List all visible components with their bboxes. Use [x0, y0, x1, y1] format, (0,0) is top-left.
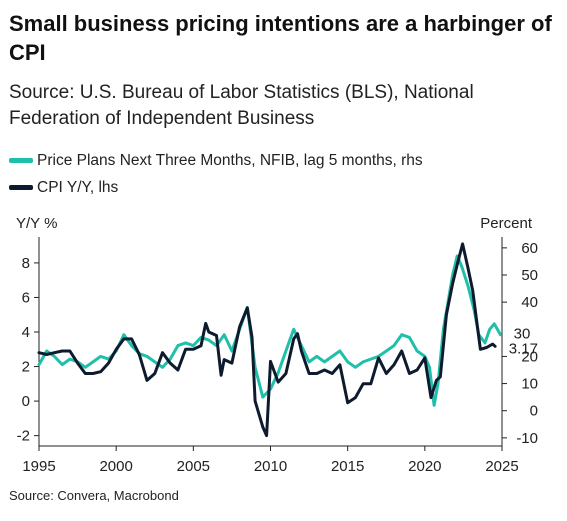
x-tick-label: 2025 — [485, 458, 518, 475]
chart-title: Small business pricing intentions are a … — [9, 11, 552, 65]
right-tick-label: 0 — [530, 403, 538, 420]
legend-swatch-cpi — [9, 185, 33, 190]
left-tick-label: 6 — [22, 289, 30, 306]
x-tick-label: 2005 — [177, 458, 210, 475]
left-tick-label: 2 — [22, 359, 30, 376]
legend-item-nfib: Price Plans Next Three Months, NFIB, lag… — [9, 147, 423, 174]
right-tick-label: 50 — [521, 267, 538, 284]
right-tick-label: 20 — [521, 348, 538, 365]
last-value-nfib: 30 — [514, 326, 531, 343]
footer-source: Source: Convera, Macrobond — [9, 488, 179, 503]
left-tick-label: 8 — [22, 255, 30, 272]
right-tick-label: 60 — [521, 240, 538, 257]
x-tick-label: 2015 — [331, 458, 364, 475]
right-tick-label: -10 — [516, 430, 538, 447]
right-axis-title: Percent — [480, 215, 533, 232]
left-tick-label: -2 — [17, 428, 30, 445]
last-value-cpi: 3.17 — [509, 340, 538, 357]
x-tick-label: 2020 — [408, 458, 441, 475]
legend-label-cpi: CPI Y/Y, lhs — [37, 178, 119, 196]
right-tick-label: 10 — [521, 376, 538, 393]
legend: Price Plans Next Three Months, NFIB, lag… — [9, 147, 423, 201]
legend-label-nfib: Price Plans Next Three Months, NFIB, lag… — [37, 151, 423, 169]
x-tick-label: 2010 — [254, 458, 287, 475]
legend-swatch-nfib — [9, 158, 33, 163]
x-tick-label: 2000 — [99, 458, 132, 475]
right-tick-label: 40 — [521, 294, 538, 311]
left-tick-label: 4 — [22, 324, 30, 341]
x-tick-label: 1995 — [22, 458, 55, 475]
left-tick-label: 0 — [22, 393, 30, 410]
left-axis-title: Y/Y % — [16, 215, 57, 232]
series-line-cpi — [37, 242, 497, 438]
chart-subtitle: Source: U.S. Bureau of Labor Statistics … — [9, 82, 474, 129]
legend-item-cpi: CPI Y/Y, lhs — [9, 174, 423, 201]
